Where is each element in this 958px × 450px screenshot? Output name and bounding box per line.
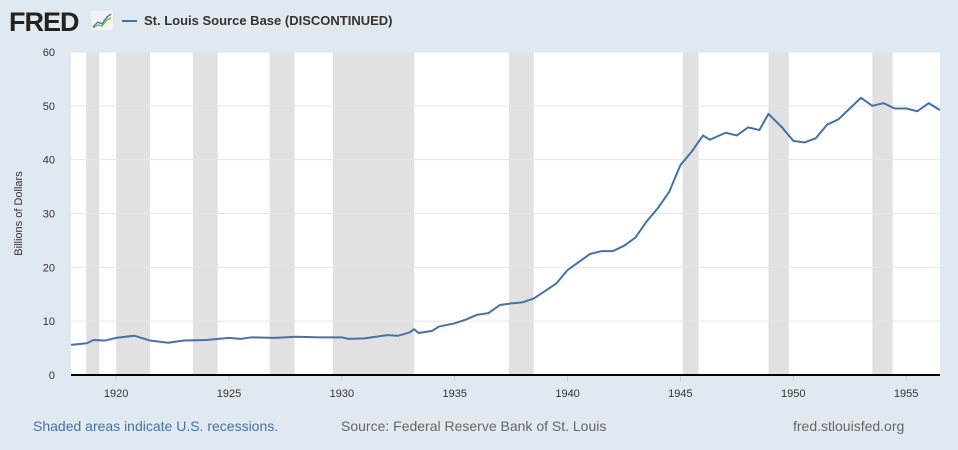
- chart-legend: St. Louis Source Base (DISCONTINUED): [122, 13, 392, 28]
- y-tick-label: 40: [43, 155, 55, 167]
- site-link[interactable]: fred.stlouisfed.org: [793, 418, 905, 434]
- x-tick-label: 1930: [330, 388, 354, 400]
- series-line: [70, 96, 941, 346]
- y-axis-label: Billions of Dollars: [13, 171, 25, 256]
- x-tick-label: 1935: [442, 388, 466, 400]
- x-tick-label: 1945: [668, 388, 692, 400]
- y-tick-label: 50: [43, 101, 55, 113]
- x-tick-label: 1955: [894, 388, 918, 400]
- y-tick-label: 10: [43, 316, 55, 328]
- x-tick-label: 1940: [555, 388, 579, 400]
- recession-note-link[interactable]: Shaded areas indicate U.S. recessions.: [33, 418, 279, 434]
- y-tick-label: 30: [43, 209, 55, 221]
- fred-chart-logo-icon: [91, 11, 113, 30]
- legend-label: St. Louis Source Base (DISCONTINUED): [144, 13, 393, 28]
- y-tick-label: 0: [49, 370, 55, 382]
- source-text: Source: Federal Reserve Bank of St. Loui…: [341, 418, 607, 434]
- fred-logo[interactable]: FRED: [9, 7, 79, 37]
- x-tick-label: 1925: [217, 388, 241, 400]
- x-tick-label: 1950: [781, 388, 805, 400]
- y-tick-label: 20: [43, 262, 55, 274]
- y-tick-label: 60: [43, 47, 55, 59]
- legend-swatch: [122, 19, 137, 22]
- x-tick-label: 1920: [104, 388, 128, 400]
